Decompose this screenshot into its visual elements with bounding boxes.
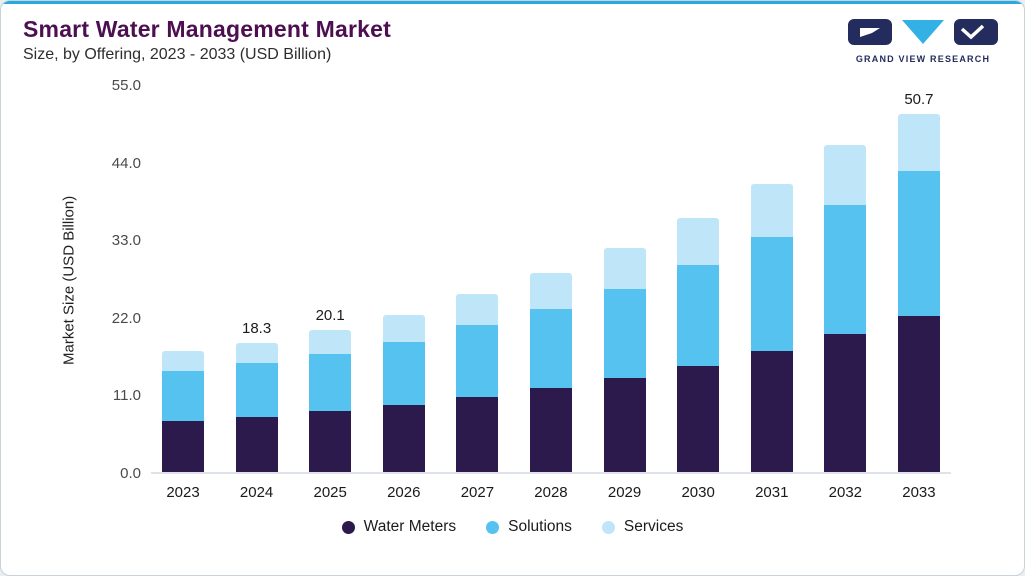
bar-group-2023 (151, 86, 215, 472)
y-axis-ticks: 0.0 11.0 22.0 33.0 44.0 55.0 (85, 77, 141, 482)
y-tick-label: 33.0 (111, 232, 141, 250)
bar-segment-services (529, 273, 572, 310)
bar-segment-solutions (529, 309, 572, 389)
legend-label: Water Meters (363, 518, 457, 535)
y-tick-label: 55.0 (111, 77, 141, 94)
legend-item-water-meters: Water Meters (341, 518, 457, 536)
bar-segment-services (162, 351, 204, 372)
bar-segment-services (750, 183, 793, 238)
x-tick-label: 2032 (828, 484, 863, 501)
y-tick-label: 0.0 (120, 465, 141, 482)
legend-item-services: Services (601, 518, 684, 536)
bar-segment-solutions (162, 371, 204, 421)
page-title: Smart Water Management Market (23, 16, 391, 42)
bar-stack (603, 247, 646, 472)
bar-segment-water-meters (456, 396, 499, 472)
top-accent-line (1, 1, 1024, 4)
bar-segment-services (677, 218, 720, 266)
bar-segment-water-meters (529, 388, 572, 472)
bar-group-2033: 50.7 (887, 86, 951, 472)
bar-group-2025: 20.1 (298, 86, 362, 472)
bar-group-2027 (445, 86, 509, 472)
bar-segment-services (382, 315, 425, 342)
x-tick-label: 2024 (239, 484, 274, 501)
bar-group-2024: 18.3 (225, 86, 289, 472)
bar-segment-water-meters (235, 417, 278, 472)
bar-segment-solutions (824, 205, 867, 335)
x-tick-label: 2028 (534, 484, 568, 501)
bar-stack (162, 351, 204, 472)
bar-segment-services (897, 114, 940, 171)
bar-stack (382, 315, 425, 472)
bar-group-2029 (593, 86, 657, 472)
bar-segment-water-meters (382, 405, 425, 472)
y-axis-title: Market Size (USD Billion) (60, 195, 78, 365)
y-tick-label: 44.0 (111, 154, 141, 172)
bar-value-label: 50.7 (904, 91, 934, 109)
legend-dot (601, 520, 615, 534)
bar-segment-solutions (309, 353, 352, 412)
bar-group-2030 (666, 86, 730, 472)
plot-area: 18.3 20.1 50.7 (151, 86, 951, 474)
y-tick-label: 22.0 (111, 309, 141, 327)
bar-stack (750, 183, 793, 472)
bar-segment-water-meters (824, 334, 867, 472)
bar-segment-services (824, 145, 867, 206)
bar-stack (235, 342, 278, 472)
bar-segment-water-meters (603, 378, 646, 472)
grand-view-research-logo: GRAND VIEW RESEARCH (848, 16, 998, 64)
bar-group-2031 (740, 86, 804, 472)
bar-stack (456, 294, 499, 472)
x-tick-label: 2027 (460, 484, 495, 501)
x-tick-label: 2023 (166, 484, 200, 501)
x-tick-label: 2033 (902, 484, 936, 501)
title-block: Smart Water Management Market Size, by O… (23, 16, 391, 64)
legend-item-solutions: Solutions (486, 518, 572, 536)
bar-segment-solutions (750, 237, 793, 351)
bar-value-label: 18.3 (241, 319, 272, 337)
gvr-logo-icon (848, 19, 998, 45)
bar-stack (309, 330, 352, 472)
bar-segment-water-meters (309, 411, 352, 472)
stacked-bar-chart: Market Size (USD Billion) 0.0 11.0 22.0 33.… (1, 72, 1024, 542)
page-subtitle: Size, by Offering, 2023 - 2033 (USD Bill… (23, 46, 332, 63)
bar-segment-solutions (456, 325, 499, 397)
bar-segment-services (235, 342, 278, 364)
legend-label: Services (623, 518, 684, 535)
bar-stack (897, 114, 940, 472)
bar-segment-services (456, 294, 499, 326)
bar-segment-solutions (235, 363, 278, 417)
chart-legend: Water Meters Solutions Services (1, 518, 1024, 536)
bar-stack (824, 145, 867, 472)
bar-segment-water-meters (897, 316, 940, 472)
x-axis-labels: 2023 2024 2025 2026 2027 2028 2029 2030 2031 2032… (151, 484, 951, 501)
bar-group-2028 (519, 86, 583, 472)
bar-segment-solutions (677, 265, 720, 367)
bar-segment-services (309, 330, 352, 354)
bar-segment-water-meters (750, 350, 793, 472)
legend-label: Solutions (508, 518, 572, 535)
bar-stack (529, 273, 572, 472)
bar-group-2026 (372, 86, 436, 472)
bar-segment-water-meters (677, 366, 720, 472)
x-tick-label: 2030 (681, 484, 715, 501)
x-tick-label: 2029 (607, 484, 642, 501)
bar-segment-solutions (603, 289, 646, 379)
bar-segment-services (603, 247, 646, 290)
x-tick-label: 2031 (755, 484, 789, 501)
bar-stack (677, 218, 720, 472)
x-tick-label: 2025 (313, 484, 347, 501)
bar-segment-solutions (382, 341, 425, 405)
x-tick-label: 2026 (387, 484, 421, 501)
legend-dot (486, 520, 500, 534)
logo-text: GRAND VIEW RESEARCH (855, 54, 991, 64)
bar-value-label: 20.1 (315, 307, 345, 325)
y-tick-label: 11.0 (112, 387, 141, 405)
bar-segment-solutions (897, 170, 940, 317)
bar-group-2032 (813, 86, 877, 472)
bar-segment-water-meters (162, 420, 204, 472)
legend-dot (341, 520, 355, 534)
header: Smart Water Management Market Size, by O… (1, 4, 1024, 64)
